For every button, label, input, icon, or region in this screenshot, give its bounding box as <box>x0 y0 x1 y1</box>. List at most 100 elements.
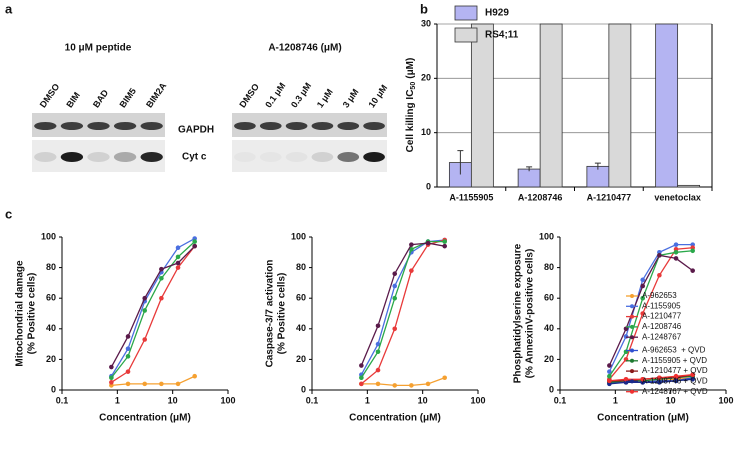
panel-label: c <box>5 206 12 221</box>
row-label: Cyt c <box>182 152 207 163</box>
legend-label: A-1210477 <box>642 312 682 321</box>
legend-marker <box>630 324 634 329</box>
data-point <box>375 381 381 387</box>
data-point <box>623 326 629 332</box>
data-point <box>125 381 131 387</box>
legend-marker <box>630 348 634 353</box>
data-point <box>375 341 381 347</box>
data-point <box>192 239 197 244</box>
error-bar <box>457 150 464 175</box>
y-tick-label: 60 <box>296 293 306 303</box>
data-point <box>142 308 148 313</box>
y-axis-label: Cell killing IC50 (μM) <box>405 58 417 153</box>
x-axis-label: Concentration (μM) <box>597 413 689 424</box>
y-tick-label: 60 <box>46 293 56 303</box>
data-point <box>623 376 629 382</box>
bar <box>539 23 563 188</box>
y-tick-label: 100 <box>41 231 56 241</box>
legend-label: H929 <box>485 8 509 19</box>
panel-label: a <box>5 1 13 16</box>
y-tick-label: 0 <box>549 384 554 394</box>
legend-marker <box>630 335 634 340</box>
x-tick-label: A-1210477 <box>587 192 632 202</box>
legend-label: A-1155905 <box>642 301 681 310</box>
band <box>60 122 84 130</box>
data-point <box>159 276 164 281</box>
row-label: GAPDH <box>178 125 214 136</box>
band <box>259 122 282 130</box>
data-point <box>175 245 181 251</box>
data-point <box>409 242 414 247</box>
y-tick-label: 20 <box>421 73 431 83</box>
data-point <box>607 363 612 368</box>
data-point <box>109 380 114 385</box>
x-tick-label: 0.1 <box>306 395 319 405</box>
band <box>337 152 360 162</box>
data-point <box>425 381 431 387</box>
bar <box>517 168 541 188</box>
data-point <box>192 243 197 249</box>
y-tick-label: 80 <box>46 262 56 272</box>
data-point <box>392 383 398 388</box>
y-tick-label: 10 <box>421 127 431 137</box>
x-tick-label: 100 <box>220 395 235 405</box>
data-point <box>142 295 148 301</box>
data-point <box>359 375 364 381</box>
band <box>285 152 308 162</box>
data-point <box>640 295 646 301</box>
blot-title: 10 μM peptide <box>65 43 132 54</box>
y-label-unit: (μM) <box>405 58 416 79</box>
y-tick-label: 0 <box>426 181 431 191</box>
series-line <box>111 245 196 383</box>
y-tick-label: 20 <box>46 354 56 364</box>
data-point <box>392 326 398 332</box>
band <box>337 122 360 130</box>
data-point <box>125 369 131 374</box>
y-axis-label: (% AnnexinV-positive cells) <box>525 249 536 379</box>
y-tick-label: 40 <box>296 323 306 333</box>
data-point <box>657 272 662 278</box>
panel-label: b <box>420 1 428 16</box>
data-point <box>673 256 679 261</box>
band <box>60 152 84 162</box>
data-point <box>690 372 695 378</box>
x-tick-label: 100 <box>470 395 485 405</box>
blot-title: A-1208746 (μM) <box>268 43 341 54</box>
x-tick-label: venetoclax <box>654 192 701 202</box>
y-tick-label: 60 <box>544 293 554 303</box>
y-tick-label: 40 <box>46 323 56 333</box>
y-tick-label: 80 <box>544 262 554 272</box>
x-tick-label: 0.1 <box>554 395 567 405</box>
data-point <box>442 375 447 381</box>
legend-label: A-1208746 <box>642 322 682 331</box>
legend-marker <box>630 304 634 309</box>
x-axis-label: Concentration (μM) <box>349 413 441 424</box>
x-tick-label: 10 <box>418 395 428 405</box>
data-point <box>690 268 695 273</box>
data-point <box>425 240 431 246</box>
data-point <box>142 381 148 387</box>
data-point <box>673 378 679 384</box>
error-bar <box>526 166 533 172</box>
data-point <box>657 380 662 385</box>
data-point <box>125 354 131 359</box>
data-point <box>159 381 164 387</box>
band <box>311 122 334 130</box>
legend-label: A-1248767 <box>642 332 682 341</box>
legend-marker <box>630 379 634 384</box>
y-tick-label: 20 <box>544 354 554 364</box>
data-point <box>657 253 662 258</box>
data-point <box>392 271 398 277</box>
data-point <box>375 367 381 373</box>
data-point <box>175 265 181 270</box>
data-point <box>607 378 612 384</box>
y-axis-label: Caspase-3/7 activation <box>265 260 276 368</box>
series-line <box>110 245 196 368</box>
y-axis-label: Mitochondrial damage <box>15 260 26 367</box>
legend-label: A-1155905 + QVD <box>642 356 707 365</box>
data-point <box>690 376 695 382</box>
series-line <box>608 250 693 377</box>
band <box>363 152 385 162</box>
band <box>311 152 334 162</box>
data-point <box>109 375 114 381</box>
